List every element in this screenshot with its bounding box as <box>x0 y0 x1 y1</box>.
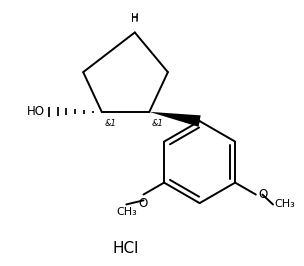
Text: &1: &1 <box>152 119 164 128</box>
Text: H: H <box>131 13 139 23</box>
Text: O: O <box>258 188 267 201</box>
Text: H: H <box>131 14 139 24</box>
Text: &1: &1 <box>105 119 117 128</box>
Polygon shape <box>149 112 201 127</box>
Text: CH₃: CH₃ <box>116 207 137 217</box>
Text: CH₃: CH₃ <box>275 200 295 209</box>
Text: HO: HO <box>27 105 45 118</box>
Text: N: N <box>129 7 138 20</box>
Text: HCl: HCl <box>112 241 139 256</box>
Text: O: O <box>139 197 148 210</box>
